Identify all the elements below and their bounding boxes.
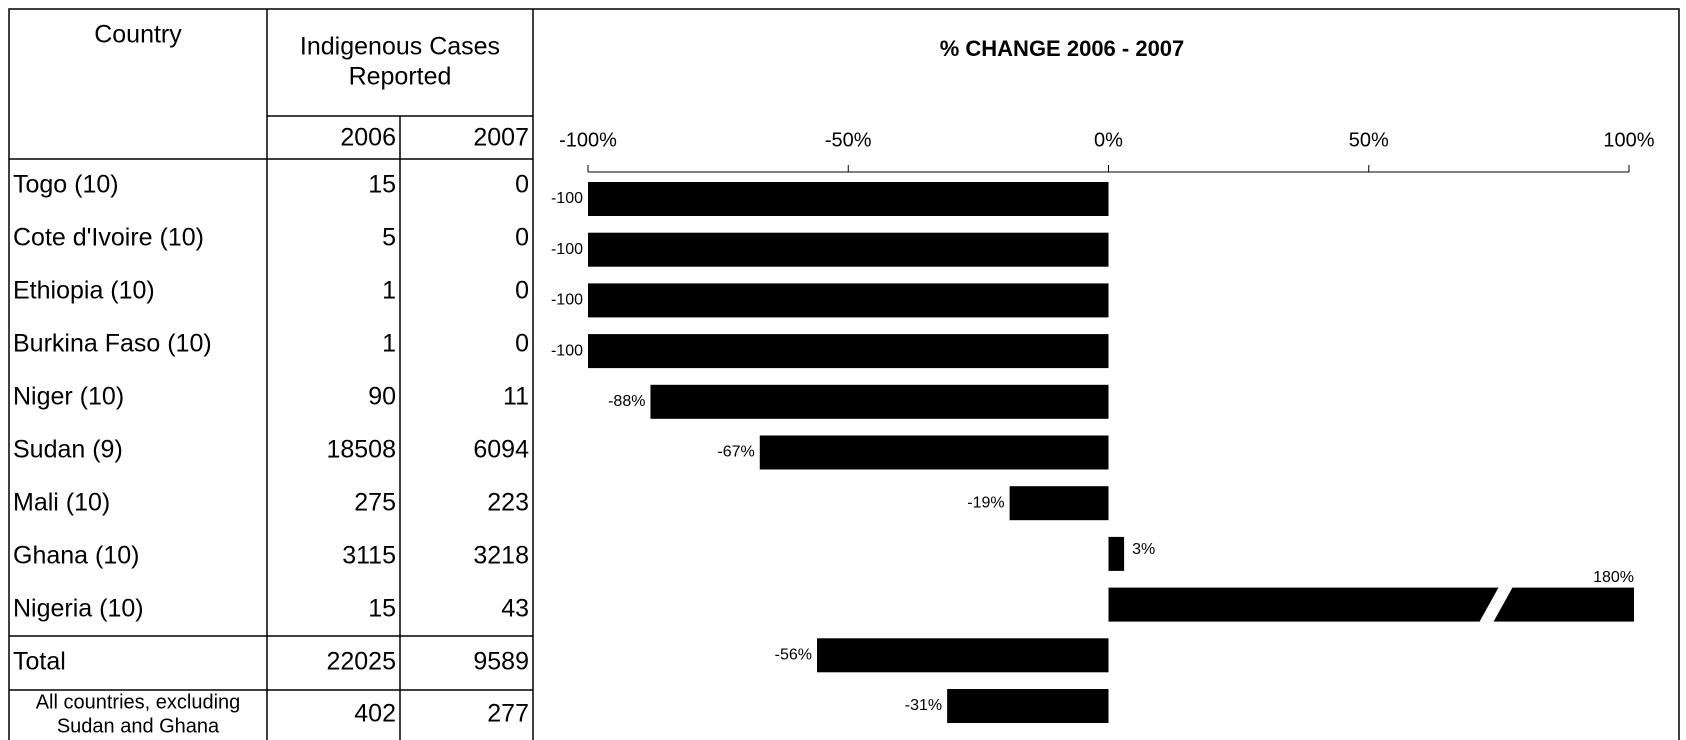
bar [588,232,1109,267]
bar [947,689,1109,723]
cell-2007: 3218 [473,542,529,570]
cell-2007: 6094 [473,436,529,464]
bar [588,334,1109,369]
value-label: -31% [905,697,942,714]
row-label: Ethiopia (10) [13,277,155,305]
cell-2006: 15 [368,171,396,199]
value-label: -100 [551,190,583,207]
cell-2007: 0 [515,171,529,199]
row-label: Nigeria (10) [13,595,144,623]
row-label: Ghana (10) [13,542,139,570]
cell-2007: 0 [515,224,529,252]
cell-2006: 22025 [326,648,396,676]
bar [650,384,1109,419]
x-tick-label: -100% [559,129,617,151]
cell-2006: 15 [368,595,396,623]
cell-2007: 277 [487,700,529,728]
value-label: -100 [551,241,583,258]
break-mark [1479,586,1513,623]
header-country: Country [94,21,182,49]
value-label: 3% [1132,541,1155,558]
x-tick-label: -50% [825,129,872,151]
row-label: Total [13,648,66,676]
bar [1108,536,1125,571]
x-tick-label: 100% [1603,129,1654,151]
header-year: 2006 [340,124,396,152]
bar [759,435,1109,470]
header-year: 2007 [473,124,529,152]
cell-2006: 275 [354,489,396,517]
row-label: Burkina Faso (10) [13,330,212,358]
cell-2007: 0 [515,277,529,305]
x-tick-label: 50% [1349,129,1389,151]
x-tick-label: 0% [1094,129,1123,151]
bar [588,283,1109,318]
cell-2006: 1 [382,330,396,358]
value-label: -88% [608,393,645,410]
outer-border [8,8,1680,740]
row-label: Niger (10) [13,383,124,411]
row-label: Sudan (9) [13,436,123,464]
row-label: Togo (10) [13,171,119,199]
header-cases: Indigenous Cases [300,33,500,61]
bar [1009,486,1109,521]
row-label: Mali (10) [13,489,110,517]
value-label: -100 [551,292,583,309]
value-label: -19% [967,494,1004,511]
cell-2007: 11 [503,383,529,411]
cell-2007: 223 [487,489,529,517]
value-label: -56% [775,647,812,664]
cell-2006: 402 [354,700,396,728]
cell-2007: 9589 [473,648,529,676]
row-label: Cote d'Ivoire (10) [13,224,204,252]
cell-2006: 18508 [326,436,396,464]
cell-2006: 3115 [342,542,396,570]
table-grid [8,8,1680,740]
cell-2006: 1 [382,277,396,305]
value-label: -67% [717,444,754,461]
bar [1108,587,1634,622]
row-label: Sudan and Ghana [57,715,220,737]
bar [817,638,1109,673]
row-label: All countries, excluding [36,691,241,713]
value-label: 180% [1593,569,1634,586]
cell-2006: 5 [382,224,396,252]
cell-2006: 90 [368,383,396,411]
value-label: -100 [551,342,583,359]
cell-2007: 0 [515,330,529,358]
cell-2007: 43 [501,595,529,623]
chart-title: % CHANGE 2006 - 2007 [940,36,1185,61]
header-cases: Reported [349,63,452,91]
bar [588,182,1109,216]
